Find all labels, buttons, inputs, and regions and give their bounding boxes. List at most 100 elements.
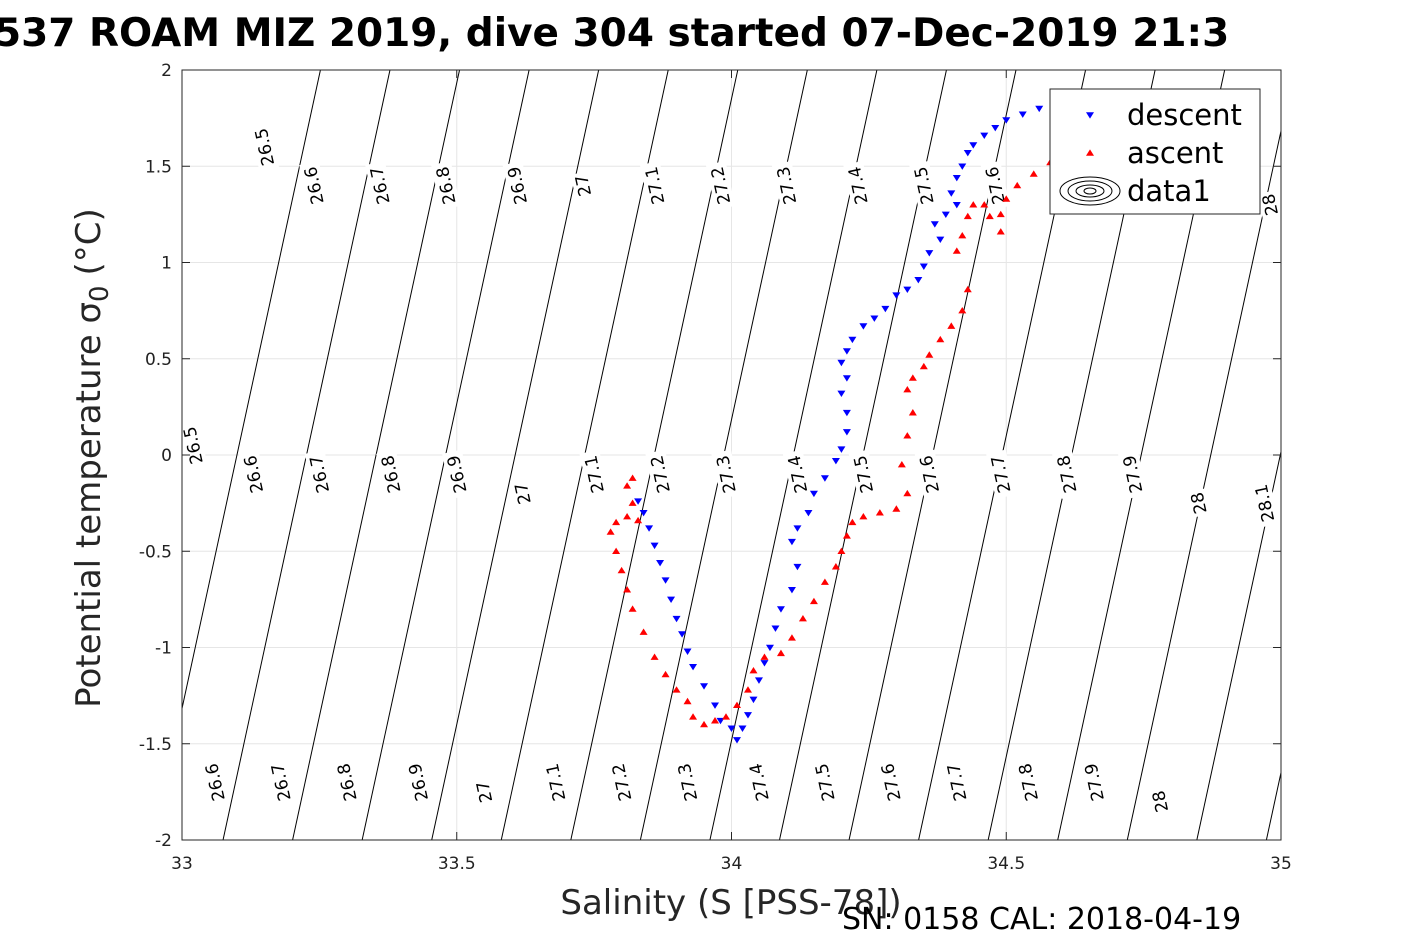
ascent-point <box>623 482 632 489</box>
contour-label-background <box>848 449 879 499</box>
chart-title: 537 ROAM MIZ 2019, dive 304 started 07-D… <box>0 11 1229 56</box>
descent-point <box>925 250 934 257</box>
contour-label-background <box>299 160 329 211</box>
ascent-point <box>897 461 906 468</box>
descent-point <box>936 236 945 243</box>
ascent-point <box>612 547 621 555</box>
contour-label-background <box>1079 757 1109 807</box>
ascent-point <box>919 362 928 370</box>
contour-label: 26.8 <box>332 757 362 807</box>
contour-label-background <box>876 757 906 807</box>
descent-point <box>804 509 813 517</box>
descent-point <box>919 263 928 270</box>
calibration-footer: SN: 0158 CAL: 2018-04-19 <box>842 902 1241 937</box>
descent-point <box>870 315 879 322</box>
descent-point <box>809 490 818 498</box>
descent-point <box>1035 105 1044 113</box>
descent-point <box>727 725 736 732</box>
ascent-point <box>875 509 884 516</box>
contour-label: 26.9 <box>403 757 433 807</box>
descent-point <box>842 348 851 355</box>
ascent-point <box>760 653 769 660</box>
contour-label-background <box>1117 449 1148 499</box>
ascent-point <box>963 285 972 293</box>
y-tick-label: -0.5 <box>139 542 172 562</box>
descent-point <box>771 625 780 632</box>
descent-point <box>776 606 785 613</box>
descent-point <box>842 375 851 382</box>
descent-point <box>941 211 950 218</box>
contour-label: 27 <box>471 777 497 807</box>
legend-item-data1: data1 <box>1059 174 1211 208</box>
descent-point <box>892 292 901 299</box>
y-axis-label: Potential temperature σ0 (°C) <box>69 208 115 708</box>
contour-label-background <box>942 757 972 807</box>
descent-point <box>947 190 956 197</box>
contour-label: 27.2 <box>705 160 736 211</box>
descent-point <box>952 201 961 209</box>
y-tick-label: -1.5 <box>139 735 172 755</box>
ascent-point <box>947 322 956 329</box>
ascent-point <box>936 335 945 343</box>
contour-label-background <box>1249 478 1280 528</box>
contour-label-background <box>1052 449 1082 499</box>
descent-point <box>831 457 840 465</box>
descent-point <box>650 542 659 550</box>
contour-label-background <box>705 160 736 211</box>
ascent-point <box>623 586 632 593</box>
legend-item-ascent: ascent <box>1086 136 1223 170</box>
contour-label-background <box>843 160 873 211</box>
contour-label-background <box>672 757 703 807</box>
ascent-point <box>980 201 989 208</box>
contour-label-background <box>1013 757 1043 807</box>
y-tick-label: 0.5 <box>145 350 172 370</box>
ascent-point <box>749 667 758 674</box>
descent-point <box>952 175 961 182</box>
ascent-point <box>996 210 1005 218</box>
y-tick-label: -2 <box>155 831 172 851</box>
legend-label: data1 <box>1127 174 1211 208</box>
x-axis-label: Salinity (S [PSS-78]) <box>560 883 901 923</box>
descent-point <box>689 663 698 671</box>
descent-point <box>645 525 654 532</box>
contour-label: 28 <box>1186 488 1212 518</box>
legend-marker-icon <box>1086 149 1094 156</box>
contour-label-background <box>431 160 461 211</box>
ascent-point <box>628 474 637 481</box>
descent-point <box>711 702 720 709</box>
isopycnal-line <box>431 70 600 840</box>
contour-label-background <box>502 160 532 211</box>
contour-label-background <box>200 757 230 807</box>
ascent-point <box>672 686 681 693</box>
descent-point <box>842 429 851 436</box>
descent-point <box>738 725 747 732</box>
legend-contour-icon <box>1083 187 1097 195</box>
legend-item-descent: descent <box>1086 98 1242 132</box>
contour-label: 26.7 <box>304 449 335 499</box>
legend: descent ascent data1 <box>1049 88 1261 215</box>
descent-point <box>683 648 692 655</box>
descent-point <box>793 563 802 571</box>
contour-label-background <box>510 478 536 509</box>
descent-point <box>743 712 752 719</box>
contour-label-background <box>304 449 335 499</box>
ascent-point <box>628 499 637 506</box>
descent-point <box>793 525 802 532</box>
contour-label: 27.1 <box>639 160 669 211</box>
contour-label-text: 27 <box>473 779 497 804</box>
descent-point <box>963 149 972 157</box>
descent-point <box>842 409 851 417</box>
ascent-point <box>831 563 840 570</box>
y-tick-label: -1 <box>155 639 172 659</box>
contour-label: 28 <box>1147 786 1173 817</box>
ascent-point <box>985 212 994 220</box>
legend-contour-icon <box>1059 176 1121 206</box>
descent-point <box>672 615 681 623</box>
contour-label-background <box>606 757 637 807</box>
ascent-point <box>634 516 643 524</box>
descent-point <box>930 221 939 228</box>
descent-point <box>969 142 978 149</box>
contour-label-background <box>266 757 296 807</box>
contour-label-text: 28 <box>1187 490 1211 515</box>
